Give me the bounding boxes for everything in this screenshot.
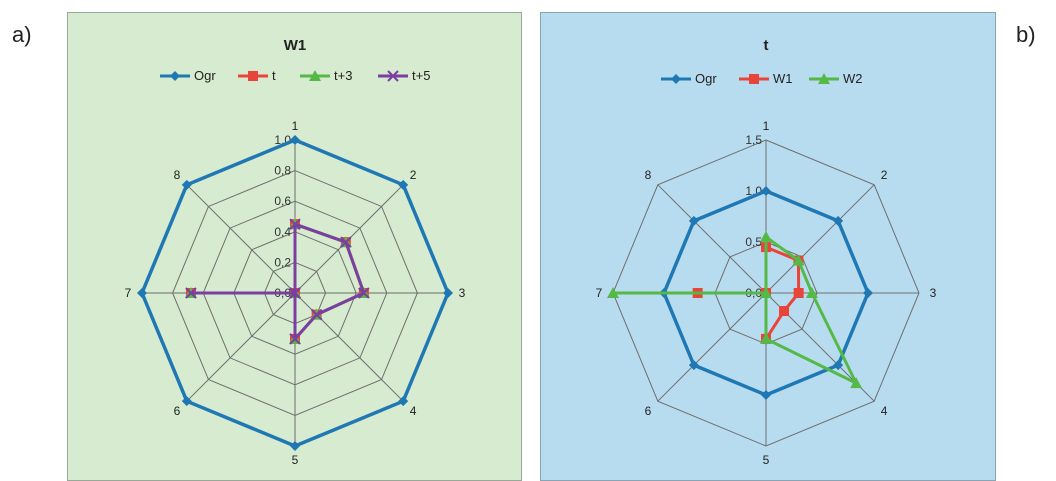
category-label: 3 [459,286,466,300]
series-line [189,222,366,341]
category-label: 1 [292,119,299,133]
legend: Ogr W1 W2 [661,71,863,86]
legend-label: Ogr [695,71,717,86]
tick-label: 0,6 [274,194,291,208]
category-label: 4 [881,404,888,418]
data-point [310,308,323,321]
category-label: 4 [410,404,417,418]
legend-marker [170,71,180,81]
legend-marker [309,70,321,81]
data-point [398,179,409,190]
category-label: 7 [125,286,132,300]
data-point [289,287,301,299]
tick-label: 1,5 [745,133,762,147]
data-point [443,288,453,298]
grid-spoke [657,292,767,402]
series-line [189,222,366,341]
radar-chart-panel-a: W1 Ogr t t+3 t+5 0,0 0,2 0,4 0,6 0,8 1,0 1 2 3 4 5 6 7 8 [67,12,522,481]
data-point [792,254,805,266]
data-point [850,377,863,389]
data-point [688,215,699,226]
data-point [779,306,790,317]
category-label: 5 [763,453,770,467]
series-line [189,222,366,341]
data-point [793,288,804,298]
data-point [290,135,300,145]
figure-label-b: b) [1016,22,1036,47]
grid-spoke [186,184,296,294]
tick-label: 0,8 [274,164,291,178]
legend-label: t+3 [334,68,352,83]
data-point [185,287,197,299]
legend-marker [818,73,830,84]
legend-label: t [272,68,276,83]
legend-marker [671,74,681,84]
legend-item: Ogr [160,68,216,83]
category-label: 5 [292,453,299,467]
series-W2 [607,230,863,389]
legend-item: t [238,68,276,83]
data-point [688,360,699,371]
data-point [761,390,771,400]
series-line [611,235,858,385]
grid-spoke [186,292,296,402]
data-point [398,396,409,407]
category-label: 6 [174,404,181,418]
category-label: 2 [410,168,417,182]
category-label: 7 [596,286,603,300]
figure-label-a: a) [12,22,32,47]
series-Ogr [137,135,453,451]
category-label: 6 [645,404,652,418]
data-point [358,287,370,299]
data-point [760,230,772,242]
legend-marker [749,74,759,84]
legend-item: W2 [809,71,863,86]
chart-title: t [764,37,769,54]
data-point [290,441,300,451]
radar-chart-panel-b: t Ogr W1 W2 0,0 0,5 1,0 1,5 1 2 3 4 5 6 7 8 [540,12,996,481]
data-point [760,332,772,344]
legend-marker [387,70,399,82]
legend-label: t+5 [412,68,430,83]
data-point [289,333,301,345]
legend-marker [248,71,258,81]
series-t+5 [185,218,370,345]
category-label: 8 [645,168,652,182]
legend-label: W1 [773,71,793,86]
data-point [181,179,192,190]
tick-label: 0,4 [274,225,291,239]
data-point [760,287,772,298]
grid-spoke [657,184,767,294]
tick-label: 0,2 [274,255,291,269]
data-point [289,218,301,230]
legend-label: Ogr [194,68,216,83]
data-point [607,287,619,298]
data-point [833,360,844,371]
data-point [833,215,844,226]
legend-item: Ogr [661,71,717,86]
category-label: 2 [881,168,888,182]
category-label: 3 [930,286,937,300]
category-label: 8 [174,168,181,182]
chart-title: W1 [284,37,307,54]
legend-item: t+3 [300,68,352,83]
data-point [181,396,192,407]
tick-label: 0,5 [745,235,762,249]
legend-label: W2 [843,71,863,86]
category-label: 1 [763,119,770,133]
legend-item: t+5 [378,68,430,83]
data-point [805,287,818,298]
data-point [137,288,147,298]
data-point [863,288,873,298]
grid-spoke [765,184,875,294]
legend: Ogr t t+3 t+5 [160,68,430,83]
legend-item: W1 [739,71,793,86]
data-point [340,236,352,248]
data-point [761,186,771,196]
